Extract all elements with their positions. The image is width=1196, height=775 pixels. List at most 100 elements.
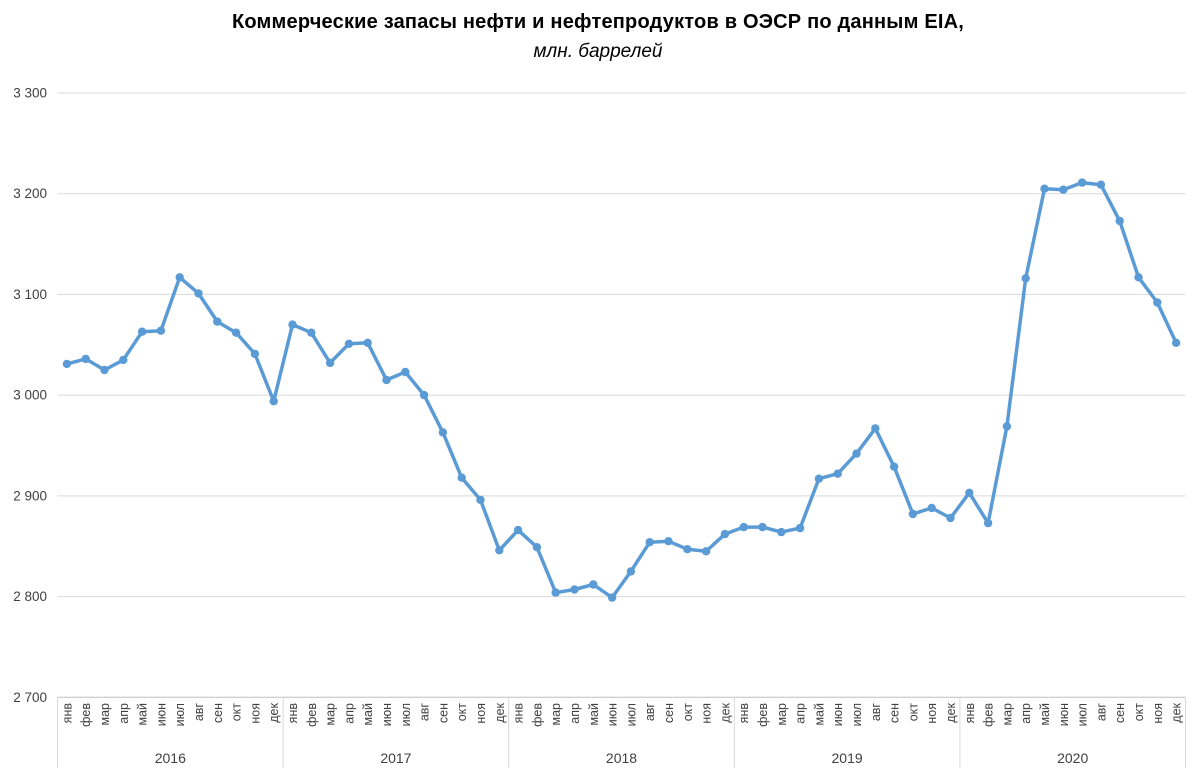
month-label: май xyxy=(361,703,375,726)
data-point xyxy=(889,462,899,471)
year-label: 2018 xyxy=(606,750,637,766)
data-point xyxy=(156,326,166,335)
data-point xyxy=(645,538,654,547)
data-point xyxy=(570,585,579,594)
month-label: июл xyxy=(399,703,413,726)
month-label: ноя xyxy=(474,703,488,724)
month-label: авг xyxy=(418,703,432,722)
month-label: янв xyxy=(286,703,300,724)
data-point xyxy=(1134,273,1143,282)
month-label: дек xyxy=(944,702,958,722)
data-point xyxy=(307,328,316,337)
month-label: окт xyxy=(230,703,244,722)
month-label: окт xyxy=(1132,703,1146,722)
data-point xyxy=(231,328,241,337)
data-point xyxy=(814,474,824,483)
data-point xyxy=(833,469,842,478)
month-label: апр xyxy=(568,703,582,724)
data-point xyxy=(532,543,542,552)
data-point xyxy=(1096,180,1106,189)
data-point xyxy=(363,338,372,347)
data-point xyxy=(250,349,260,359)
month-label: сен xyxy=(1113,703,1127,723)
month-label: ноя xyxy=(700,703,714,724)
data-point xyxy=(683,545,692,554)
month-label: фев xyxy=(756,703,770,727)
month-label: мар xyxy=(98,703,112,726)
data-point xyxy=(551,588,560,597)
month-label: апр xyxy=(794,703,808,724)
y-tick-label: 2 900 xyxy=(13,488,47,503)
data-point xyxy=(81,354,90,364)
month-label: мар xyxy=(549,703,563,726)
y-tick-label: 2 800 xyxy=(13,589,47,604)
month-label: авг xyxy=(192,703,206,722)
month-label: окт xyxy=(906,703,920,722)
month-label: май xyxy=(1038,703,1052,726)
y-tick-label: 3 000 xyxy=(13,388,47,403)
data-point xyxy=(269,397,278,406)
month-label: фев xyxy=(305,703,319,727)
month-label: янв xyxy=(737,703,751,724)
month-label: июл xyxy=(173,703,187,726)
month-label: май xyxy=(587,703,601,726)
data-point xyxy=(852,449,861,458)
data-point xyxy=(100,365,109,375)
data-point xyxy=(795,523,805,533)
month-label: мар xyxy=(324,703,338,726)
data-point xyxy=(908,509,918,519)
chart-subtitle: млн. баррелей xyxy=(533,41,663,62)
month-label: фев xyxy=(79,703,93,727)
data-point xyxy=(1171,338,1181,347)
y-tick-label: 3 200 xyxy=(13,186,47,201)
data-point xyxy=(62,359,72,369)
month-label: апр xyxy=(342,703,356,724)
data-point xyxy=(720,529,730,539)
month-label: авг xyxy=(1094,703,1108,722)
data-point xyxy=(1153,298,1162,307)
data-point xyxy=(325,358,335,368)
data-point xyxy=(1021,274,1030,283)
series-line xyxy=(65,180,1178,600)
data-point xyxy=(457,473,466,482)
data-point xyxy=(589,580,598,589)
data-point xyxy=(495,546,504,555)
month-label: мар xyxy=(775,703,789,726)
data-point xyxy=(288,320,297,329)
y-tick-label: 3 300 xyxy=(13,86,47,101)
month-label: дек xyxy=(1170,702,1184,722)
data-point xyxy=(1077,178,1087,187)
month-label: сен xyxy=(888,703,902,723)
month-label: июн xyxy=(380,703,394,726)
month-label: май xyxy=(812,703,826,726)
month-label: ноя xyxy=(248,703,262,724)
month-label: янв xyxy=(512,703,526,724)
month-label: сен xyxy=(436,703,450,723)
data-point xyxy=(1059,185,1068,194)
month-label: сен xyxy=(211,703,225,723)
data-point xyxy=(438,428,448,437)
month-label: сен xyxy=(662,703,676,723)
data-point xyxy=(946,513,955,523)
month-label: фев xyxy=(982,703,996,727)
data-point xyxy=(137,327,147,336)
data-point xyxy=(664,537,673,546)
data-point xyxy=(927,503,936,513)
data-point xyxy=(758,522,767,532)
data-point xyxy=(401,367,410,377)
y-tick-label: 3 100 xyxy=(13,287,47,302)
y-tick-label: 2 700 xyxy=(13,690,47,705)
year-label: 2020 xyxy=(1057,750,1088,766)
month-label: янв xyxy=(963,703,977,724)
data-point xyxy=(965,488,974,497)
month-label: июн xyxy=(1057,703,1071,726)
year-label: 2016 xyxy=(155,750,186,766)
month-label: фев xyxy=(530,703,544,727)
data-point xyxy=(476,495,485,505)
data-point xyxy=(626,567,636,576)
month-label: июн xyxy=(831,703,845,726)
month-label: янв xyxy=(60,703,74,724)
data-point xyxy=(513,525,523,535)
data-point xyxy=(382,375,391,385)
year-label: 2017 xyxy=(380,750,411,766)
